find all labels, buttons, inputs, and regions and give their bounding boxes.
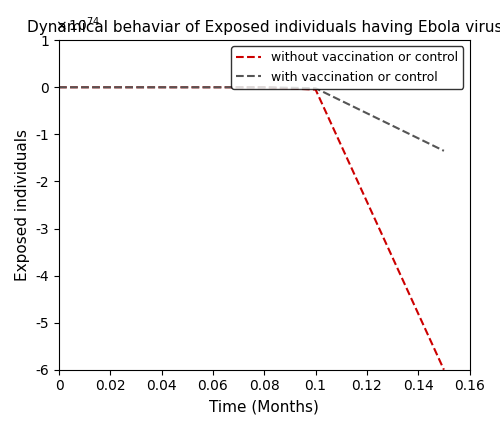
Text: $\times\,10^{74}$: $\times\,10^{74}$: [55, 15, 100, 33]
Line: with vaccination or control: with vaccination or control: [59, 87, 444, 151]
without vaccination or control: [56, 85, 62, 90]
Y-axis label: Exposed individuals: Exposed individuals: [15, 129, 30, 281]
Line: without vaccination or control: without vaccination or control: [59, 87, 444, 370]
without vaccination or control: [262, 85, 268, 90]
with vaccination or control: [56, 85, 62, 90]
without vaccination or control: [441, 367, 447, 372]
without vaccination or control: [312, 87, 318, 92]
Legend: without vaccination or control, with vaccination or control: without vaccination or control, with vac…: [231, 46, 464, 89]
with vaccination or control: [312, 86, 318, 91]
with vaccination or control: [262, 85, 268, 90]
with vaccination or control: [441, 148, 447, 154]
Title: Dynamical behaviar of Exposed individuals having Ebola virus: Dynamical behaviar of Exposed individual…: [26, 20, 500, 35]
X-axis label: Time (Months): Time (Months): [210, 399, 319, 414]
